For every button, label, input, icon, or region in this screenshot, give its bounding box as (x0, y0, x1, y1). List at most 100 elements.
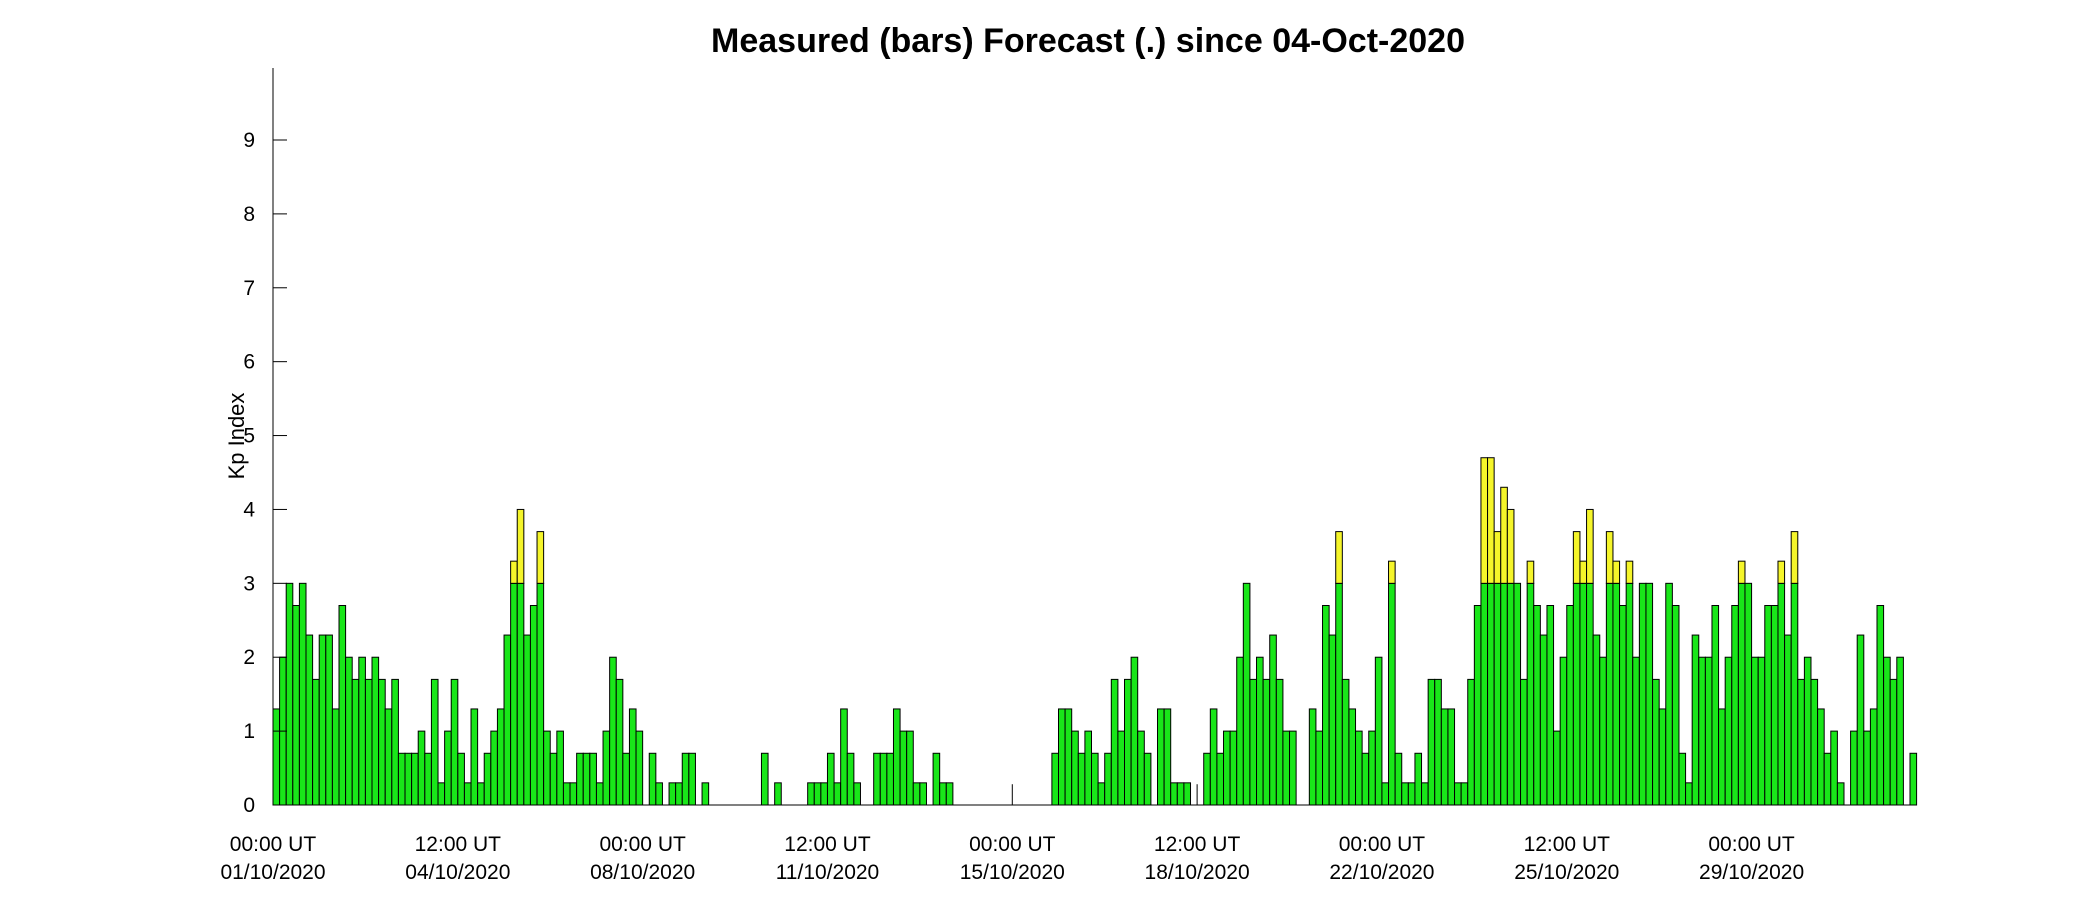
y-tick-label: 8 (243, 203, 255, 226)
kp-bar (549, 752, 558, 806)
kp-bar (1586, 582, 1594, 806)
kp-bar (1698, 656, 1706, 806)
kp-bar-upper (1790, 531, 1799, 584)
kp-bar (1183, 782, 1192, 806)
kp-bar (1764, 605, 1772, 806)
kp-bar (1057, 708, 1066, 806)
kp-bar (457, 752, 465, 806)
kp-bar (1612, 582, 1621, 806)
kp-bar (1157, 708, 1165, 806)
kp-bar (1770, 605, 1779, 806)
kp-bar (1645, 582, 1654, 806)
kp-bar (1513, 582, 1522, 806)
kp-bar-upper (1500, 486, 1508, 584)
kp-bar (1619, 605, 1627, 806)
kp-bar (569, 782, 578, 806)
kp-bar (1229, 730, 1238, 806)
kp-bar (826, 752, 835, 806)
kp-bar (1130, 656, 1139, 806)
kp-bar (774, 782, 782, 806)
kp-bar-upper (1506, 508, 1515, 584)
kp-bar (833, 782, 842, 806)
kp-bar (1685, 782, 1693, 806)
kp-bar (338, 605, 347, 806)
kp-bar (1269, 634, 1277, 806)
kp-bar (1071, 730, 1079, 806)
kp-bar (1896, 656, 1904, 806)
kp-bar (1632, 656, 1640, 806)
kp-bar (1124, 678, 1132, 806)
kp-bar (424, 752, 432, 806)
kp-bar (1876, 605, 1885, 806)
kp-bar (1823, 752, 1832, 806)
kp-bar (1348, 708, 1357, 806)
x-tick-label-time: 12:00 UT (1154, 833, 1241, 856)
kp-bar-upper (536, 531, 545, 584)
kp-bar (1163, 708, 1172, 806)
kp-bar (1836, 782, 1845, 806)
kp-bar (1117, 730, 1126, 806)
kp-bar (1242, 582, 1251, 806)
kp-bar (1559, 656, 1568, 806)
kp-bar (523, 634, 531, 806)
kp-bar (1731, 605, 1739, 806)
kp-bar (813, 782, 822, 806)
y-tick-label: 0 (243, 794, 255, 817)
kp-bar (1526, 582, 1535, 806)
kp-bar (820, 782, 828, 806)
kp-bar (1566, 605, 1574, 806)
kp-bar (543, 730, 551, 806)
kp-bar (1850, 730, 1858, 806)
x-tick-label-date: 01/10/2020 (220, 861, 325, 884)
kp-bar (1454, 782, 1462, 806)
kp-bar (807, 782, 815, 806)
x-tick-label-time: 12:00 UT (415, 833, 502, 856)
x-tick-label-date: 04/10/2020 (405, 861, 510, 884)
kp-bar (391, 678, 399, 806)
x-tick-label-date: 22/10/2020 (1329, 861, 1434, 884)
kp-bar (444, 730, 452, 806)
x-tick-label-time: 12:00 UT (784, 833, 871, 856)
x-tick-label-date: 18/10/2020 (1145, 861, 1250, 884)
kp-bar (595, 782, 604, 806)
kp-bar (932, 752, 941, 806)
kp-bar (536, 582, 545, 806)
kp-bar (1546, 605, 1555, 806)
kp-bar-upper (1605, 531, 1614, 584)
kp-bar-upper (1586, 508, 1594, 584)
kp-bar (1322, 605, 1330, 806)
kp-bar (939, 782, 947, 806)
kp-bar (609, 656, 617, 806)
kp-bar (470, 708, 479, 806)
kp-bar (298, 582, 307, 806)
kp-bar (899, 730, 908, 806)
kp-bar (371, 656, 380, 806)
kp-bar (1064, 708, 1073, 806)
kp-bar (1757, 656, 1766, 806)
kp-bar (516, 582, 525, 806)
kp-bar (1493, 582, 1502, 806)
kp-bar (1361, 752, 1370, 806)
kp-bar (1751, 656, 1759, 806)
kp-bar (1084, 730, 1092, 806)
x-axis-ticks: 00:00 UT 01/10/2020 12:00 UT 04/10/2020 00:0… (220, 833, 1804, 884)
kp-bar (1275, 678, 1284, 806)
kp-bar (1427, 678, 1436, 806)
kp-bar-upper (1480, 457, 1489, 584)
kp-bar-upper (1579, 560, 1588, 584)
kp-bar (490, 730, 498, 806)
kp-bar (668, 782, 677, 806)
kp-bar (411, 752, 419, 806)
x-tick-label-date: 08/10/2020 (590, 861, 695, 884)
kp-bar (1091, 752, 1099, 806)
kp-bar (1137, 730, 1145, 806)
kp-bar (1691, 634, 1700, 806)
kp-bar (404, 752, 413, 806)
kp-bar (1341, 678, 1350, 806)
kp-bar (1487, 582, 1495, 806)
kp-bar-upper (1572, 531, 1581, 584)
kp-bar (510, 582, 518, 806)
kp-bar (1209, 708, 1218, 806)
kp-bar (615, 678, 624, 806)
